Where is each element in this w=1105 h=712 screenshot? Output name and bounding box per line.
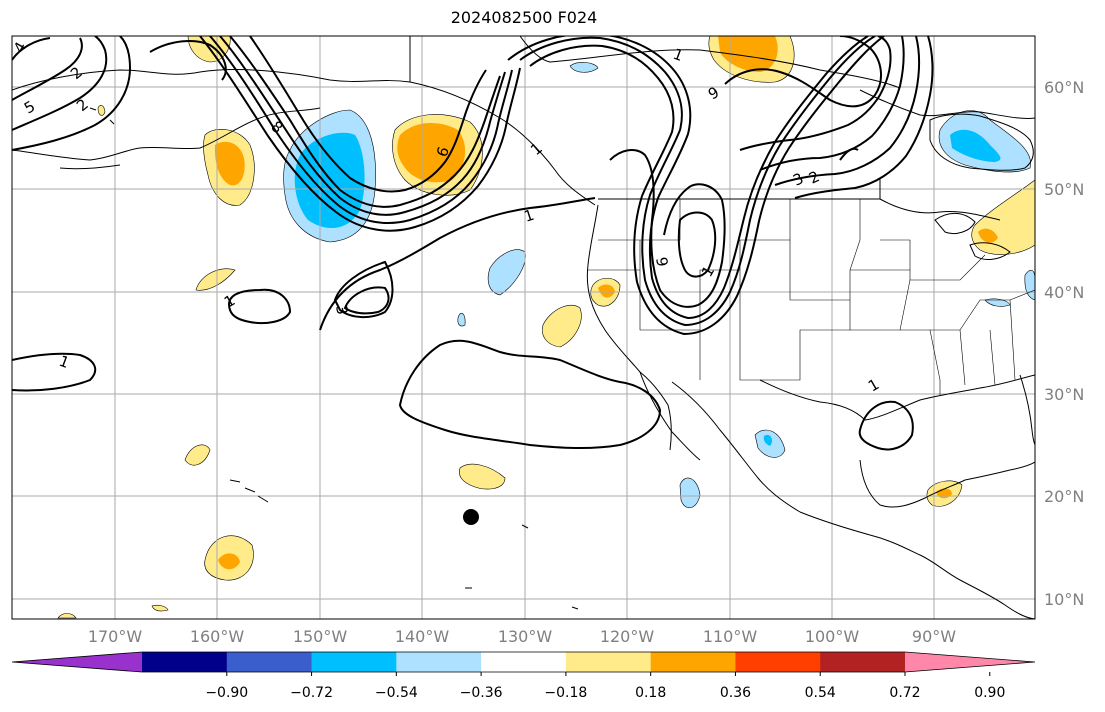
positive-anomaly-core: [978, 228, 998, 243]
lat-label-10n: 10°N: [1044, 590, 1084, 609]
colorbar-segment: [650, 652, 736, 672]
colorbar-segment: [820, 652, 906, 672]
colorbar: [11, 651, 1036, 673]
latitude-labels: 60°N 50°N 40°N 30°N 20°N 10°N: [1044, 78, 1084, 609]
colorbar-extend-min: [12, 652, 142, 672]
colorbar-ticks: −0.90 −0.72 −0.54 −0.36 −0.18 0.18 0.36 0.54 0.7…: [205, 672, 1005, 701]
negative-anomaly-region: [1024, 270, 1035, 301]
map-panel: [12, 36, 1035, 619]
map-title: 2024082500 F024: [450, 8, 598, 27]
colorbar-tick-label: 0.36: [720, 685, 751, 701]
lon-label-130w: 130°W: [498, 627, 553, 646]
lat-label-40n: 40°N: [1044, 283, 1084, 302]
colorbar-tick-label: −0.54: [375, 685, 418, 701]
lon-label-120w: 120°W: [600, 627, 655, 646]
positive-anomaly-core: [598, 284, 615, 298]
colorbar-tick-label: −0.18: [544, 685, 587, 701]
colorbar-segment: [481, 652, 567, 672]
colorbar-extend-max: [905, 652, 1035, 672]
positive-anomaly-core: [397, 123, 466, 183]
lon-label-90w: 90°W: [912, 627, 956, 646]
colorbar-outline: [11, 651, 1036, 673]
negative-anomaly-core: [950, 129, 1001, 162]
negative-anomaly-core: [763, 434, 773, 446]
positive-anomaly-core: [218, 553, 240, 570]
positive-anomaly-region: [184, 444, 211, 466]
map-border: [11, 35, 1036, 620]
colorbar-segment: [142, 652, 228, 672]
lon-label-150w: 150°W: [293, 627, 348, 646]
colorbar-tick-label: 0.54: [805, 685, 836, 701]
gridlines: [12, 36, 1035, 619]
lat-label-60n: 60°N: [1044, 78, 1084, 97]
colorbar-tick-label: 0.18: [635, 685, 666, 701]
colorbar-segment: [565, 652, 652, 672]
colorbar-tick-label: −0.36: [460, 685, 503, 701]
state-borders: [588, 199, 1035, 395]
colorbar-segment: [735, 652, 821, 672]
longitude-labels: 170°W 160°W 150°W 140°W 130°W 120°W 110°…: [88, 627, 956, 646]
lon-label-110w: 110°W: [703, 627, 758, 646]
lon-label-140w: 140°W: [395, 627, 450, 646]
positive-anomaly-core: [214, 141, 245, 186]
colorbar-tick-label: −0.72: [290, 685, 333, 701]
negative-anomaly-region: [457, 312, 466, 327]
lon-label-160w: 160°W: [190, 627, 245, 646]
positive-anomaly-core: [718, 36, 778, 72]
lon-label-170w: 170°W: [88, 627, 143, 646]
colorbar-segment: [226, 652, 313, 672]
lat-label-50n: 50°N: [1044, 180, 1084, 199]
colorbar-segment: [311, 652, 397, 672]
positive-anomaly-region: [459, 463, 506, 490]
contour-label: 9: [652, 256, 671, 269]
negative-anomaly-region: [984, 298, 1011, 307]
colorbar-tick-label: −0.90: [205, 685, 248, 701]
coastlines: [12, 36, 1035, 619]
positive-anomaly-region: [57, 613, 77, 619]
negative-anomaly-region: [487, 249, 526, 296]
lat-label-20n: 20°N: [1044, 487, 1084, 506]
storm-center-marker: [463, 509, 479, 525]
positive-anomaly-region: [151, 604, 169, 612]
negative-anomaly-region: [569, 62, 599, 73]
contour-lines: [12, 36, 934, 451]
positive-anomaly-region: [541, 304, 582, 348]
contour-label: 3: [332, 304, 351, 317]
colorbar-tick-label: 0.72: [889, 685, 920, 701]
colorbar-segment: [396, 652, 482, 672]
positive-anomaly-region: [97, 105, 106, 116]
colorbar-tick-label: 0.90: [974, 685, 1005, 701]
positive-anomaly-region: [195, 268, 236, 291]
lat-label-30n: 30°N: [1044, 385, 1084, 404]
lon-label-100w: 100°W: [805, 627, 860, 646]
negative-anomaly-region: [679, 477, 701, 508]
